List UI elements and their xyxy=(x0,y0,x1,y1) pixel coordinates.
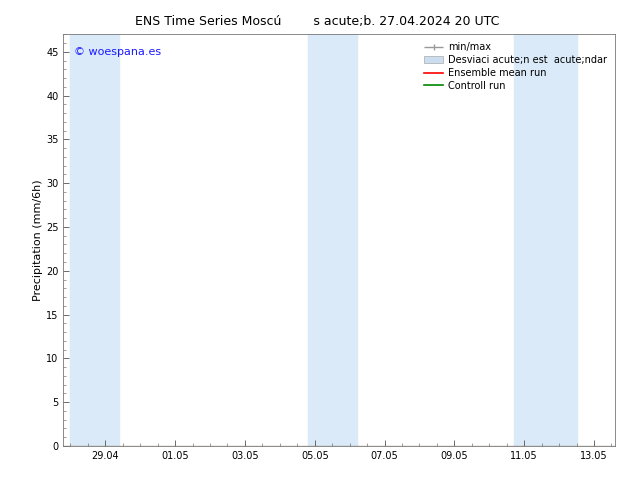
Legend: min/max, Desviaci acute;n est  acute;ndar, Ensemble mean run, Controll run: min/max, Desviaci acute;n est acute;ndar… xyxy=(421,39,610,94)
Bar xyxy=(70,34,119,446)
Bar xyxy=(307,34,357,446)
Y-axis label: Precipitation (mm/6h): Precipitation (mm/6h) xyxy=(33,179,43,301)
Text: © woespana.es: © woespana.es xyxy=(74,47,162,57)
Bar xyxy=(514,34,576,446)
Text: ENS Time Series Moscú        s acute;b. 27.04.2024 20 UTC: ENS Time Series Moscú s acute;b. 27.04.2… xyxy=(135,15,499,28)
